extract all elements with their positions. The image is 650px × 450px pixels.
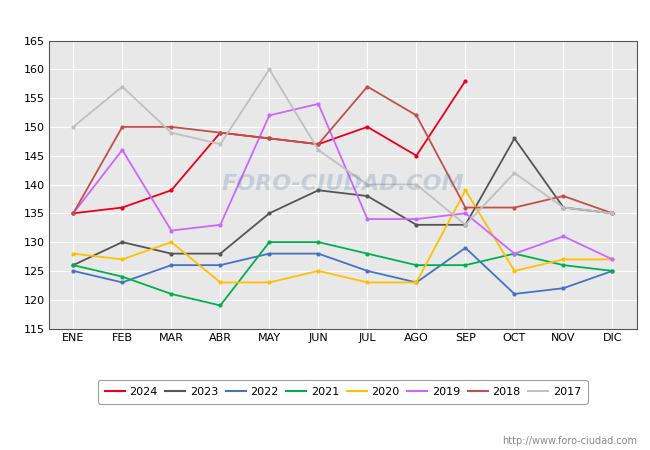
Text: http://www.foro-ciudad.com: http://www.foro-ciudad.com [502,436,637,446]
Text: FORO-CIUDAD.COM: FORO-CIUDAD.COM [222,175,464,194]
Text: Afiliados en Villalba de Duero a 30/9/2024: Afiliados en Villalba de Duero a 30/9/20… [151,11,499,29]
Legend: 2024, 2023, 2022, 2021, 2020, 2019, 2018, 2017: 2024, 2023, 2022, 2021, 2020, 2019, 2018… [98,380,588,404]
